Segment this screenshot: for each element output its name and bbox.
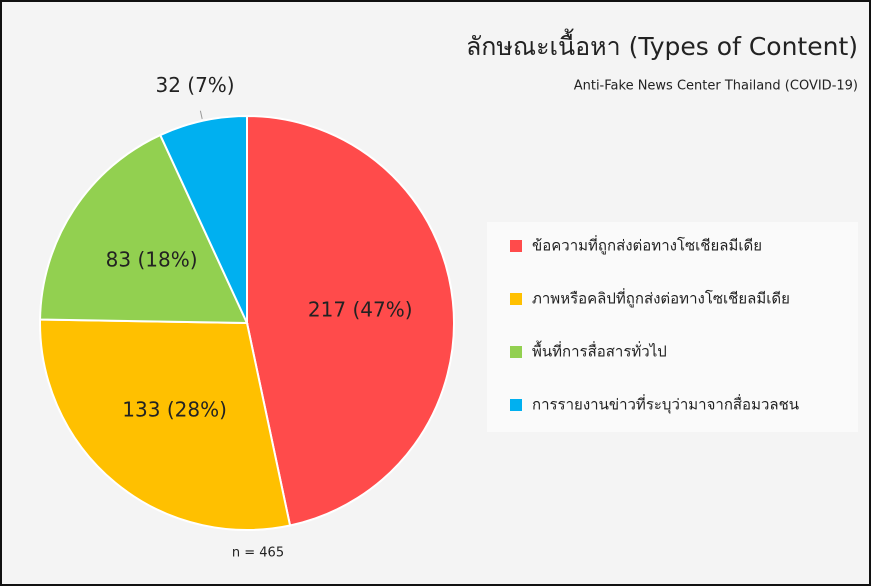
pie-slice — [39, 318, 292, 531]
pie-slice — [158, 114, 248, 324]
legend-swatch — [510, 293, 522, 305]
data-label: 217 (47%) — [308, 298, 413, 322]
leader-line — [199, 110, 203, 119]
legend-label: พื้นที่การสื่อสารทั่วไป — [532, 341, 667, 361]
legend-box — [487, 222, 858, 432]
chart-title: ลักษณะเนื้อหา (Types of Content) — [466, 28, 858, 61]
legend-label: ภาพหรือคลิปที่ถูกส่งต่อทางโซเชียลมีเดีย — [532, 288, 790, 308]
legend-swatch — [510, 346, 522, 358]
data-label: 133 (28%) — [122, 397, 227, 421]
legend-label: การรายงานข่าวที่ระบุว่ามาจากสื่อมวลชน — [532, 394, 799, 415]
data-label: 32 (7%) — [155, 73, 234, 97]
data-label: 83 (18%) — [106, 247, 198, 271]
legend-swatch — [510, 399, 522, 411]
chart-subtitle: Anti-Fake News Center Thailand (COVID-19… — [574, 79, 858, 94]
legend-swatch — [510, 240, 522, 252]
legend-label: ข้อความที่ถูกส่งต่อทางโซเชียลมีเดีย — [532, 235, 762, 255]
annotation: n = 465 — [232, 546, 284, 561]
pie-slice — [39, 133, 249, 325]
pie-slice — [246, 114, 455, 527]
